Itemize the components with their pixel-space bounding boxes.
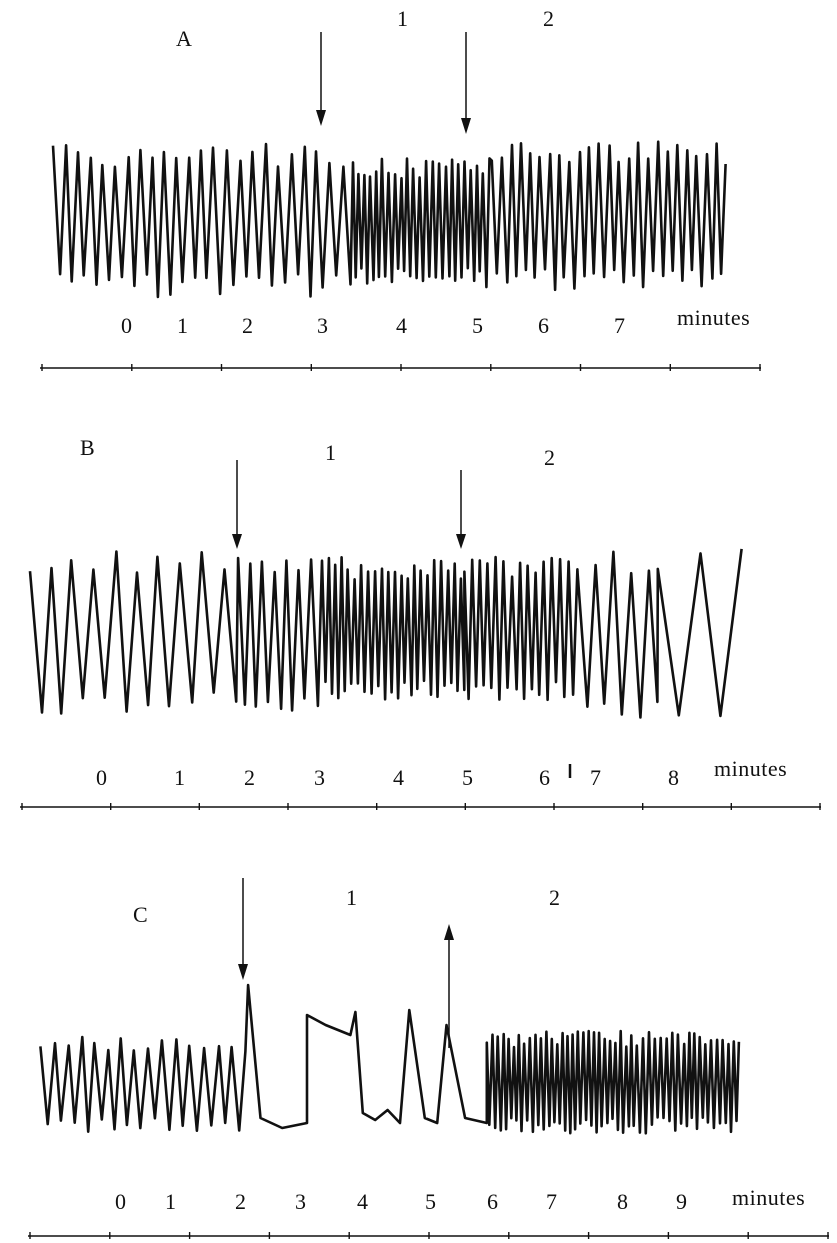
panel-b-marker-2-label: 2 <box>544 445 555 470</box>
panel-c-tick-label-8: 8 <box>617 1189 628 1214</box>
panel-a-trace <box>51 140 727 299</box>
panel-c-marker-2-label: 2 <box>549 885 560 910</box>
panel-c: C 1 2 0 1 2 3 4 5 6 7 8 9 minutes <box>28 878 829 1239</box>
panel-a-tick-label-2: 2 <box>242 313 253 338</box>
panel-a-label: A <box>176 26 192 51</box>
panel-c-tick-label-5: 5 <box>425 1189 436 1214</box>
panel-c-tick-label-9: 9 <box>676 1189 687 1214</box>
panel-b-tick-label-6: 6 <box>539 765 550 790</box>
panel-c-marker-1-arrowhead <box>238 964 248 980</box>
panel-b-tick-label-4: 4 <box>393 765 404 790</box>
panel-c-tick-label-4: 4 <box>357 1189 368 1214</box>
panel-c-axis-ticks <box>29 1232 829 1239</box>
panel-b-tick-label-5: 5 <box>462 765 473 790</box>
panel-c-tick-label-7: 7 <box>546 1189 557 1214</box>
panel-b-marker-1-arrowhead <box>232 534 242 549</box>
panel-a-axis-ticks <box>41 364 761 371</box>
panel-b-trace <box>28 548 743 719</box>
panel-c-tick-label-6: 6 <box>487 1189 498 1214</box>
panel-b-label: B <box>80 435 95 460</box>
panel-a-marker-1-label: 1 <box>397 6 408 31</box>
panel-a-tick-label-4: 4 <box>396 313 407 338</box>
panel-a-tick-label-6: 6 <box>538 313 549 338</box>
panel-a-tick-label-0: 0 <box>121 313 132 338</box>
panel-b-x-unit-label: minutes <box>714 756 787 781</box>
panel-c-tick-label-3: 3 <box>295 1189 306 1214</box>
panel-c-marker-1-label: 1 <box>346 885 357 910</box>
panel-a-x-unit-label: minutes <box>677 305 750 330</box>
panel-a-tick-label-1: 1 <box>177 313 188 338</box>
panel-a-marker-1-arrowhead <box>316 110 326 126</box>
panel-a-tick-label-3: 3 <box>317 313 328 338</box>
panel-b-tick-label-3: 3 <box>314 765 325 790</box>
panel-b-tick-label-7: 7 <box>590 765 601 790</box>
panel-c-trace <box>39 983 741 1135</box>
panel-a-marker-2-label: 2 <box>543 6 554 31</box>
panel-b-tick-label-8: 8 <box>668 765 679 790</box>
panel-b-marker-1-label: 1 <box>325 440 336 465</box>
panel-c-tick-label-0: 0 <box>115 1189 126 1214</box>
panel-a-tick-label-7: 7 <box>614 313 625 338</box>
panel-b-tick-label-2: 2 <box>244 765 255 790</box>
panel-c-tick-label-2: 2 <box>235 1189 246 1214</box>
panel-a: A 1 2 0 1 2 3 4 5 6 7 minutes <box>40 6 761 371</box>
panel-a-tick-label-5: 5 <box>472 313 483 338</box>
panel-b-tick-label-1: 1 <box>174 765 185 790</box>
panel-c-tick-label-1: 1 <box>165 1189 176 1214</box>
panel-b-marker-2-arrowhead <box>456 534 466 549</box>
panel-b-axis-ticks <box>21 803 821 810</box>
panel-b: B 1 2 0 1 2 3 4 5 6 7 8 minutes <box>20 435 821 810</box>
panel-c-label: C <box>133 902 148 927</box>
panel-a-marker-2-arrowhead <box>461 118 471 134</box>
panel-b-tick-label-0: 0 <box>96 765 107 790</box>
panel-c-marker-2-arrowhead <box>444 924 454 940</box>
panel-c-x-unit-label: minutes <box>732 1185 805 1210</box>
